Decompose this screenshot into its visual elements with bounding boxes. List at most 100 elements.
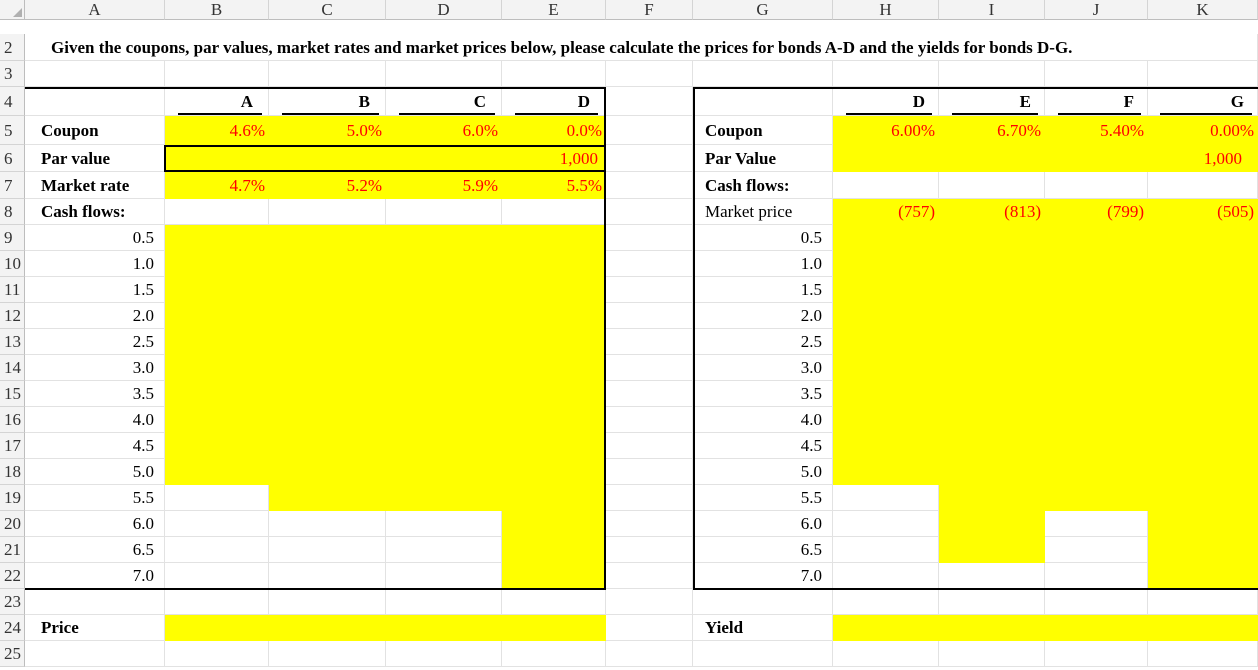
cell-a14[interactable] xyxy=(25,355,165,381)
cell-f7[interactable] xyxy=(606,172,693,199)
cell-i24[interactable] xyxy=(939,615,1045,641)
cell-a25[interactable] xyxy=(25,641,165,667)
cell-h10[interactable] xyxy=(833,251,939,277)
cell-i13[interactable] xyxy=(939,329,1045,355)
row-header-11[interactable]: 11 xyxy=(0,277,25,303)
cell-g18[interactable] xyxy=(693,459,833,485)
select-all-corner[interactable] xyxy=(0,0,25,20)
cell-e18[interactable] xyxy=(502,459,606,485)
cell-i10[interactable] xyxy=(939,251,1045,277)
cell-b4[interactable] xyxy=(165,87,269,116)
cell-g20[interactable] xyxy=(693,511,833,537)
cell-a7[interactable] xyxy=(25,172,165,199)
cell-h20[interactable] xyxy=(833,511,939,537)
cell-b25[interactable] xyxy=(165,641,269,667)
cell-c13[interactable] xyxy=(269,329,386,355)
cell-k21[interactable] xyxy=(1148,537,1258,563)
cell-e6[interactable] xyxy=(502,145,606,172)
cell-j23[interactable] xyxy=(1045,589,1148,615)
column-header-a[interactable]: A xyxy=(25,0,165,20)
cell-f6[interactable] xyxy=(606,145,693,172)
cell-k11[interactable] xyxy=(1148,277,1258,303)
cell-k23[interactable] xyxy=(1148,589,1258,615)
cell-a19[interactable] xyxy=(25,485,165,511)
row-header-16[interactable]: 16 xyxy=(0,407,25,433)
cell-f8[interactable] xyxy=(606,199,693,225)
cell-h18[interactable] xyxy=(833,459,939,485)
cell-k8[interactable] xyxy=(1148,199,1258,225)
cell-d21[interactable] xyxy=(386,537,502,563)
cell-i15[interactable] xyxy=(939,381,1045,407)
cell-c3[interactable] xyxy=(269,61,386,87)
cell-d17[interactable] xyxy=(386,433,502,459)
cell-h4[interactable] xyxy=(833,87,939,116)
cell-c11[interactable] xyxy=(269,277,386,303)
cell-h14[interactable] xyxy=(833,355,939,381)
cell-g11[interactable] xyxy=(693,277,833,303)
cell-i4[interactable] xyxy=(939,87,1045,116)
cell-a18[interactable] xyxy=(25,459,165,485)
cell-e16[interactable] xyxy=(502,407,606,433)
column-header-h[interactable]: H xyxy=(833,0,939,20)
cell-d18[interactable] xyxy=(386,459,502,485)
cell-g17[interactable] xyxy=(693,433,833,459)
row-header-21[interactable]: 21 xyxy=(0,537,25,563)
cell-d5[interactable] xyxy=(386,116,502,145)
cell-d7[interactable] xyxy=(386,172,502,199)
row-header-17[interactable]: 17 xyxy=(0,433,25,459)
cell-j7[interactable] xyxy=(1045,172,1148,199)
cell-d3[interactable] xyxy=(386,61,502,87)
cell-a9[interactable] xyxy=(25,225,165,251)
cell-d6[interactable] xyxy=(386,145,502,172)
cell-i14[interactable] xyxy=(939,355,1045,381)
cell-g19[interactable] xyxy=(693,485,833,511)
column-header-b[interactable]: B xyxy=(165,0,269,20)
cell-e3[interactable] xyxy=(502,61,606,87)
cell-e17[interactable] xyxy=(502,433,606,459)
cell-d11[interactable] xyxy=(386,277,502,303)
cell-i12[interactable] xyxy=(939,303,1045,329)
row-header-3[interactable]: 3 xyxy=(0,61,25,87)
cell-h9[interactable] xyxy=(833,225,939,251)
cell-a24[interactable] xyxy=(25,615,165,641)
cell-g6[interactable] xyxy=(693,145,833,172)
cell-k9[interactable] xyxy=(1148,225,1258,251)
cell-e20[interactable] xyxy=(502,511,606,537)
cell-a17[interactable] xyxy=(25,433,165,459)
cell-c7[interactable] xyxy=(269,172,386,199)
cell-j17[interactable] xyxy=(1045,433,1148,459)
cell-k18[interactable] xyxy=(1148,459,1258,485)
cell-k19[interactable] xyxy=(1148,485,1258,511)
cell-d25[interactable] xyxy=(386,641,502,667)
cell-h19[interactable] xyxy=(833,485,939,511)
cell-a21[interactable] xyxy=(25,537,165,563)
cell-g24[interactable] xyxy=(693,615,833,641)
cell-k13[interactable] xyxy=(1148,329,1258,355)
row-header-13[interactable]: 13 xyxy=(0,329,25,355)
row-header-19[interactable]: 19 xyxy=(0,485,25,511)
row-header-8[interactable]: 8 xyxy=(0,199,25,225)
cell-b15[interactable] xyxy=(165,381,269,407)
cell-b23[interactable] xyxy=(165,589,269,615)
cell-g12[interactable] xyxy=(693,303,833,329)
cell-h8[interactable] xyxy=(833,199,939,225)
cell-f3[interactable] xyxy=(606,61,693,87)
cell-c25[interactable] xyxy=(269,641,386,667)
cell-a12[interactable] xyxy=(25,303,165,329)
cell-i22[interactable] xyxy=(939,563,1045,589)
cell-j19[interactable] xyxy=(1045,485,1148,511)
cell-e9[interactable] xyxy=(502,225,606,251)
cell-b17[interactable] xyxy=(165,433,269,459)
cell-a8[interactable] xyxy=(25,199,165,225)
cell-b8[interactable] xyxy=(165,199,269,225)
column-header-i[interactable]: I xyxy=(939,0,1045,20)
cell-i23[interactable] xyxy=(939,589,1045,615)
row-header-12[interactable]: 12 xyxy=(0,303,25,329)
cell-h3[interactable] xyxy=(833,61,939,87)
cell-c9[interactable] xyxy=(269,225,386,251)
cell-g23[interactable] xyxy=(693,589,833,615)
cell-d12[interactable] xyxy=(386,303,502,329)
cell-i5[interactable] xyxy=(939,116,1045,145)
cell-d14[interactable] xyxy=(386,355,502,381)
cell-i11[interactable] xyxy=(939,277,1045,303)
